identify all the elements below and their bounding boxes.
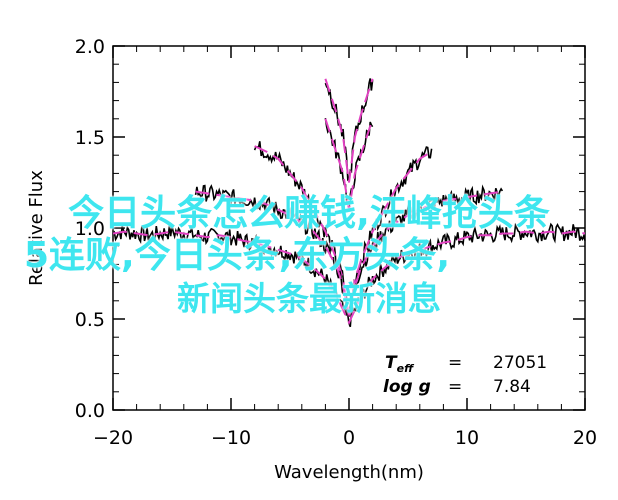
teff-value: 27051 bbox=[493, 353, 547, 373]
x-tick-label: −20 bbox=[93, 427, 133, 449]
observed-spectrum-line bbox=[324, 78, 374, 181]
model-spectrum-line bbox=[195, 190, 503, 316]
y-tick-label: 1.0 bbox=[75, 218, 105, 240]
model-spectrum-line bbox=[324, 118, 374, 210]
x-tick-labels: −20 −10 0 10 20 bbox=[93, 427, 597, 449]
observed-spectrum-line bbox=[194, 184, 504, 317]
x-axis-label: Wavelength(nm) bbox=[274, 462, 424, 483]
logg-label: log g bbox=[383, 377, 431, 397]
overlay-headline-1: 今日头条怎么赚钱,汪峰抢头条 bbox=[68, 193, 550, 234]
y-tick-labels: 0.0 0.5 1.0 1.5 2.0 bbox=[75, 36, 105, 422]
x-tick-label: 10 bbox=[455, 427, 479, 449]
y-tick-label: 1.5 bbox=[75, 127, 105, 149]
parameter-annotation: Teff = 27051 log g = 7.84 bbox=[383, 353, 547, 397]
x-tick-label: 20 bbox=[573, 427, 597, 449]
teff-equals: = bbox=[448, 353, 462, 373]
y-tick-label: 2.0 bbox=[75, 36, 105, 58]
overlay-headline-3: 新闻头条最新消息 bbox=[177, 279, 441, 318]
logg-equals: = bbox=[448, 377, 462, 397]
teff-label: Teff bbox=[385, 353, 415, 375]
model-spectrum-line bbox=[324, 78, 374, 183]
axis-ticks bbox=[112, 45, 586, 411]
observed-spectrum-line bbox=[253, 141, 433, 318]
model-spectrum-line bbox=[112, 230, 586, 325]
series-group bbox=[112, 78, 586, 328]
y-tick-label: 0.5 bbox=[75, 309, 105, 331]
logg-value: 7.84 bbox=[493, 377, 531, 397]
overlay-headline-2: 5连败,今日头条,东方头条, bbox=[24, 235, 451, 276]
y-tick-label: 0.0 bbox=[75, 400, 105, 422]
x-tick-label: −10 bbox=[211, 427, 251, 449]
x-tick-label: 0 bbox=[343, 427, 355, 449]
y-axis-label: Relative Flux bbox=[26, 170, 47, 286]
model-spectrum-line bbox=[254, 145, 433, 320]
